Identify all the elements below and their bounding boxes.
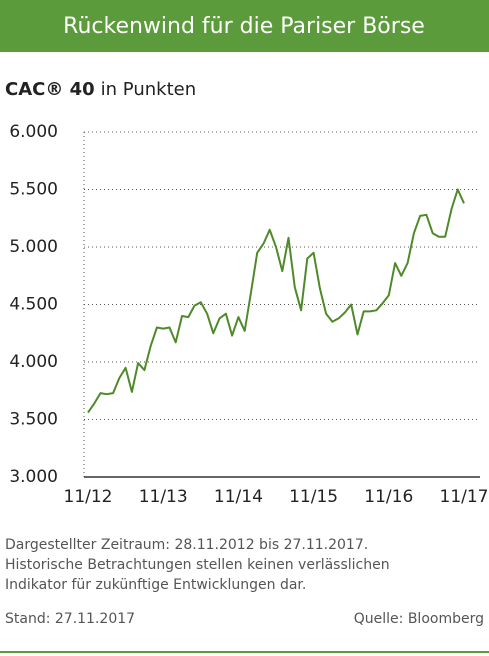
note: Indikator für zukünftige Entwicklungen d… xyxy=(5,577,306,593)
data-line xyxy=(87,188,465,414)
x-tick-label: 11/14 xyxy=(214,487,263,507)
y-tick-label: 3.000 xyxy=(9,467,58,487)
y-tick-label: 5.000 xyxy=(9,237,58,257)
chart-subtitle: CAC® 40 in Punkten xyxy=(5,79,196,100)
x-tick-label: 11/17 xyxy=(440,487,489,507)
chart-title: Rückenwind für die Pariser Börse xyxy=(63,14,425,39)
note: Dargestellter Zeitraum: 28.11.2012 bis 2… xyxy=(5,537,368,553)
x-tick-label: 11/15 xyxy=(289,487,338,507)
note: Historische Betrachtungen stellen keinen… xyxy=(5,557,390,573)
subtitle-text: in Punkten xyxy=(101,79,196,100)
subtitle-bold: CAC® 40 xyxy=(5,79,95,100)
title-banner xyxy=(0,0,489,52)
x-tick-label: 11/13 xyxy=(139,487,188,507)
y-tick-label: 5.500 xyxy=(9,180,58,200)
y-tick-label: 4.500 xyxy=(9,295,58,315)
y-tick-label: 6.000 xyxy=(9,122,58,142)
x-tick-label: 11/12 xyxy=(64,487,113,507)
y-tick-label: 4.000 xyxy=(9,352,58,372)
x-tick-label: 11/16 xyxy=(364,487,413,507)
y-tick-label: 3.500 xyxy=(9,410,58,430)
source: Quelle: Bloomberg xyxy=(354,611,484,627)
stand: Stand: 27.11.2017 xyxy=(5,611,135,627)
